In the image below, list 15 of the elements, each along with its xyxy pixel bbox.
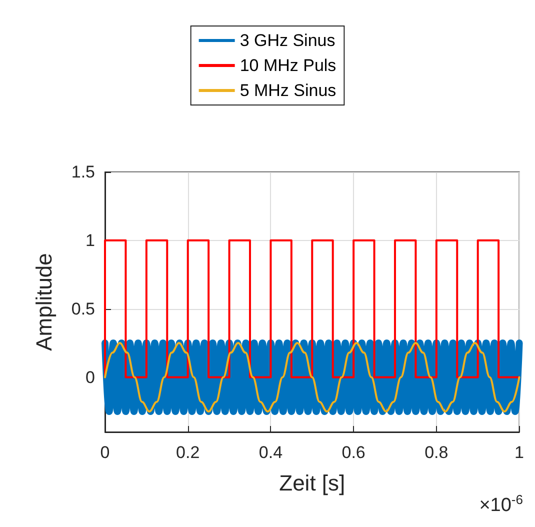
x-tick-label: 0.8 — [424, 443, 448, 462]
y-tick-label: 1.5 — [71, 162, 95, 182]
legend-label: 5 MHz Sinus — [240, 81, 336, 100]
x-tick-label: 0 — [100, 443, 110, 462]
x-axis-title: Zeit [s] — [279, 470, 346, 496]
y-tick-label: 0 — [86, 368, 95, 387]
x-tick-label: 0.2 — [176, 443, 200, 462]
y-tick-label: 1 — [86, 230, 95, 250]
x-tick-label: 1 — [514, 443, 524, 462]
y-axis-title: Amplitude — [32, 253, 56, 351]
legend-label: 10 MHz Puls — [240, 56, 336, 75]
legend-label: 3 GHz Sinus — [240, 31, 336, 50]
y-tick-label: 0.5 — [71, 299, 95, 318]
x-tick-label: 0.4 — [258, 443, 283, 462]
x-tick-label: 0.6 — [342, 443, 366, 462]
